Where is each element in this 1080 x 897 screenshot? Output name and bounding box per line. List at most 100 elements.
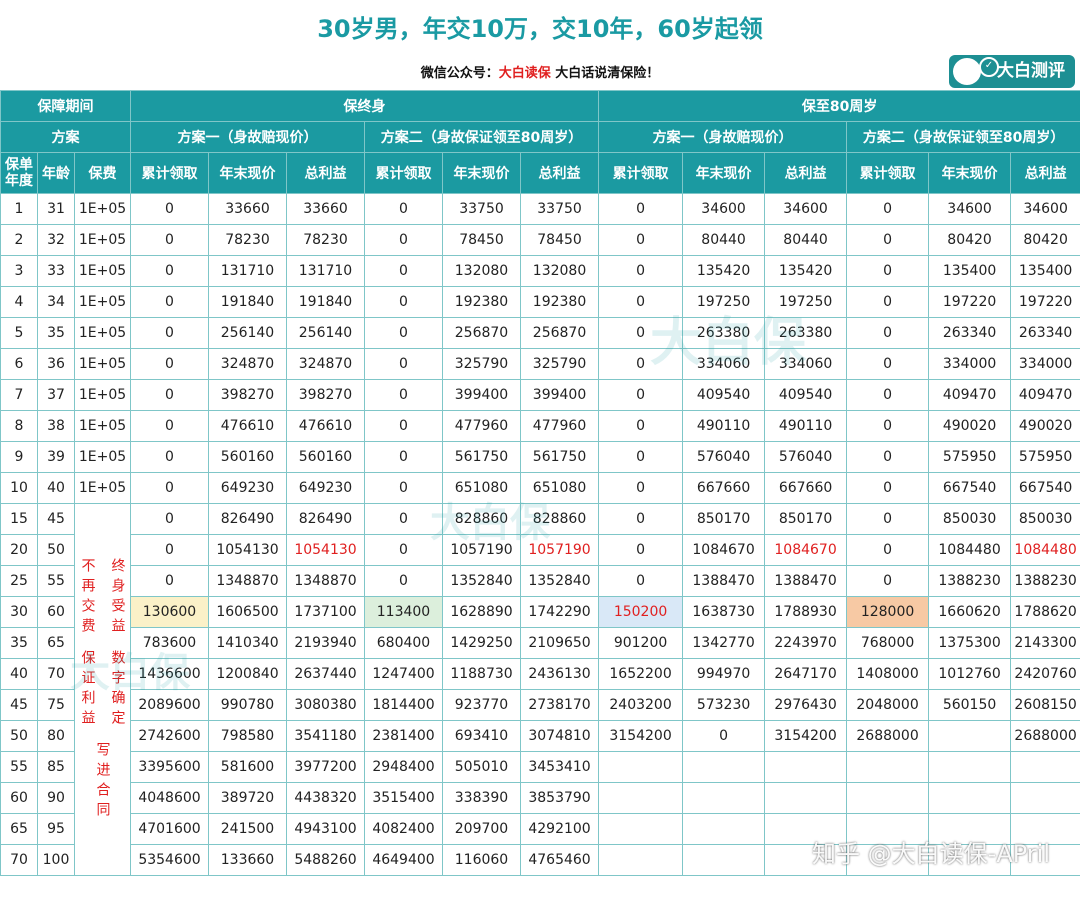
table-cell: 476610 [286, 410, 365, 442]
header-row-period: 保障期间 保终身 保至80周岁 [0, 90, 1080, 122]
table-cell: 3154200 [598, 720, 684, 752]
table-cell [598, 844, 684, 876]
table-cell: 3853790 [519, 782, 600, 814]
table-cell: 1652200 [598, 658, 684, 690]
table-cell: 1012760 [928, 658, 1012, 690]
table-cell: 2109650 [519, 627, 600, 659]
table-cell: 132080 [442, 255, 521, 287]
table-cell: 0 [130, 348, 209, 380]
table-cell: 0 [846, 317, 930, 349]
subtitle-account: 大白读保 [498, 66, 551, 81]
table-cell: 0 [130, 410, 209, 442]
table-cell: 389720 [208, 782, 287, 814]
table-cell: 256140 [286, 317, 365, 349]
table-cell: 1E+05 [74, 348, 131, 380]
table-cell: 191840 [286, 286, 365, 318]
table-cell: 209700 [442, 813, 521, 845]
table-cell: 0 [598, 317, 684, 349]
table-row: 5 35 1E+05 0 256140 256140 0 256870 256870 0 26338… [0, 317, 1080, 349]
table-cell: 2976430 [764, 689, 848, 721]
table-cell: 1408000 [846, 658, 930, 690]
table-cell: 0 [364, 286, 443, 318]
table-cell: 0 [846, 565, 930, 597]
table-cell: 1388470 [764, 565, 848, 597]
col-cv-1: 年末现价 [208, 152, 287, 194]
table-cell: 1375300 [928, 627, 1012, 659]
table-cell: 128000 [846, 596, 930, 628]
table-cell: 50 [37, 534, 75, 566]
table-cell: 33750 [442, 193, 521, 225]
table-cell: 0 [130, 534, 209, 566]
col-age: 年龄 [37, 152, 75, 194]
table-cell: 4943100 [286, 813, 365, 845]
table-cell: 0 [598, 255, 684, 287]
table-cell: 338390 [442, 782, 521, 814]
table-cell: 0 [598, 379, 684, 411]
table-row: 7 37 1E+05 0 398270 398270 0 399400 399400 0 40954… [0, 379, 1080, 411]
table-cell: 1200840 [208, 658, 287, 690]
table-cell: 60 [0, 782, 38, 814]
table-cell: 263380 [682, 317, 766, 349]
table-cell: 0 [130, 472, 209, 504]
table-cell: 783600 [130, 627, 209, 659]
table-cell: 490020 [1010, 410, 1080, 442]
table-cell: 1737100 [286, 596, 365, 628]
table-cell: 1388230 [928, 565, 1012, 597]
table-cell: 850030 [1010, 503, 1080, 535]
table-cell: 0 [130, 503, 209, 535]
header-lifetime-plan1: 方案一（身故赔现价） [130, 121, 365, 153]
table-cell: 20 [0, 534, 38, 566]
table-cell: 65 [37, 627, 75, 659]
header-to80-plan1: 方案一（身故赔现价） [598, 121, 848, 153]
table-cell: 0 [364, 565, 443, 597]
table-cell: 1352840 [519, 565, 600, 597]
table-cell: 0 [364, 379, 443, 411]
brand-label: 大白测评 [997, 61, 1065, 81]
table-cell: 1188730 [442, 658, 521, 690]
table-cell: 1606500 [208, 596, 287, 628]
table-row: 45 75 2089600 990780 3080380 1814400 923770 273… [0, 689, 1080, 721]
table-cell: 826490 [208, 503, 287, 535]
table-cell: 1084670 [764, 534, 848, 566]
page-title: 30岁男，年交10万，交10年，60岁起领 [317, 15, 763, 43]
table-cell: 409470 [928, 379, 1012, 411]
table-cell: 0 [846, 255, 930, 287]
table-cell: 3 [0, 255, 38, 287]
note-line-2: 不再交费 [79, 557, 96, 638]
table-cell: 561750 [442, 441, 521, 473]
table-cell [1010, 751, 1080, 783]
table-cell: 78230 [208, 224, 287, 256]
table-cell: 1E+05 [74, 441, 131, 473]
table-cell: 0 [598, 503, 684, 535]
table-cell: 80440 [682, 224, 766, 256]
table-cell: 667660 [682, 472, 766, 504]
table-cell: 2688000 [1010, 720, 1080, 752]
table-cell: 1057190 [519, 534, 600, 566]
table-cell [928, 782, 1012, 814]
table-cell: 45 [37, 503, 75, 535]
table-cell: 399400 [442, 379, 521, 411]
table-cell: 1388230 [1010, 565, 1080, 597]
col-premium: 保费 [74, 152, 131, 194]
table-cell: 34600 [682, 193, 766, 225]
table-cell: 78230 [286, 224, 365, 256]
table-cell: 0 [364, 503, 443, 535]
table-cell: 35 [37, 317, 75, 349]
table-cell: 560160 [208, 441, 287, 473]
table-cell: 131710 [286, 255, 365, 287]
table-cell: 8 [0, 410, 38, 442]
table-cell: 828860 [519, 503, 600, 535]
table-cell: 80420 [928, 224, 1012, 256]
table-cell: 85 [37, 751, 75, 783]
header-lifetime-plan2: 方案二（身故保证领至80周岁） [363, 121, 600, 153]
table-cell: 7 [0, 379, 38, 411]
table-cell: 1 [0, 193, 38, 225]
table-row: 10 40 1E+05 0 649230 649230 0 651080 651080 0 6676… [0, 472, 1080, 504]
table-cell: 334000 [1010, 348, 1080, 380]
table-row: 1 31 1E+05 0 33660 33660 0 33750 33750 0 34600 3460… [0, 193, 1080, 225]
table-cell: 0 [598, 410, 684, 442]
table-cell: 2948400 [364, 751, 443, 783]
table-cell: 1388470 [682, 565, 766, 597]
table-cell: 667660 [764, 472, 848, 504]
